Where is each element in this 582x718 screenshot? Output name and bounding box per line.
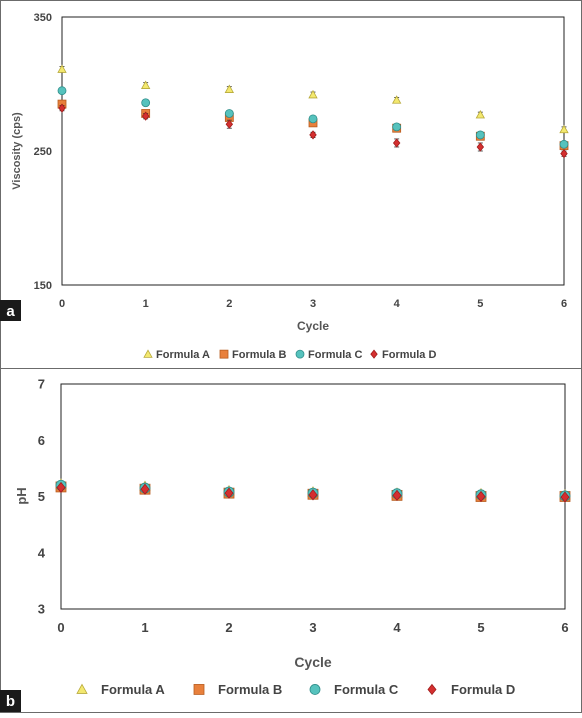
x-tick-label: 4 <box>394 298 401 310</box>
data-point-formula-c <box>141 98 151 108</box>
data-point-formula-a <box>559 124 569 134</box>
x-tick-label: 0 <box>57 620 64 635</box>
y-tick-label: 350 <box>34 12 52 24</box>
x-tick-label: 6 <box>561 620 568 635</box>
data-point-formula-a <box>57 64 67 73</box>
x-axis-label-b: Cycle <box>294 654 332 670</box>
data-point-formula-c <box>392 122 402 132</box>
legend-marker-formula-c <box>309 684 321 695</box>
data-point-formula-d <box>56 481 66 494</box>
legend-label: Formula C <box>308 349 362 361</box>
data-point-formula-d <box>308 489 318 501</box>
x-tick-label: 3 <box>309 620 316 635</box>
panel-badge-b <box>0 690 21 712</box>
x-tick-label: 6 <box>561 298 567 310</box>
data-point-formula-c <box>57 86 67 96</box>
data-point-formula-d <box>140 483 150 495</box>
legend-marker-formula-b <box>193 684 205 695</box>
legend-item-formula-d: Formula D <box>427 682 515 697</box>
x-ticks-b: 0 1 2 3 4 5 6 <box>57 620 568 635</box>
x-axis-label-a: Cycle <box>297 319 329 333</box>
y-ticks-a: 150 250 350 <box>34 12 52 292</box>
data-point-formula-c <box>559 139 569 149</box>
x-tick-label: 2 <box>226 298 232 310</box>
legend-item-formula-a: Formula A <box>143 349 210 361</box>
data-point-formula-d <box>58 103 66 113</box>
x-tick-label: 4 <box>393 620 401 635</box>
y-tick-label: 250 <box>34 146 52 158</box>
data-point-formula-d <box>560 149 568 159</box>
series-formula-a <box>57 64 569 134</box>
data-marks-b <box>55 478 571 503</box>
data-point-formula-d <box>392 138 401 148</box>
legend-a: Formula A Formula B Formula C Formula D <box>143 349 436 361</box>
data-marks-a <box>57 64 569 159</box>
y-ticks-b: 3 4 5 6 7 <box>38 377 46 617</box>
series-formula-d <box>56 481 570 503</box>
y-axis-label-a: Viscosity (cps) <box>11 112 23 190</box>
legend-item-formula-b: Formula B <box>219 349 286 361</box>
data-point-formula-d <box>560 491 570 503</box>
data-point-formula-d <box>309 130 317 140</box>
data-point-formula-d <box>476 490 486 503</box>
y-tick-label: 6 <box>38 433 45 448</box>
y-tick-label: 4 <box>38 545 46 560</box>
panel-letter-a: a <box>6 303 15 320</box>
legend-b: Formula A Formula B Formula C Formula D <box>76 682 515 697</box>
y-axis-label-b: pH <box>14 487 29 504</box>
panel-badge-a <box>0 300 21 321</box>
series-formula-d <box>58 103 568 159</box>
legend-item-formula-a: Formula A <box>76 682 165 697</box>
data-point-formula-d <box>225 119 234 129</box>
legend-label: Formula C <box>334 682 399 697</box>
data-point-formula-d <box>392 489 402 502</box>
legend-marker-formula-b <box>219 349 229 359</box>
data-point-formula-d <box>476 142 485 152</box>
series-formula-c <box>57 86 569 149</box>
legend-item-formula-b: Formula B <box>193 682 282 697</box>
legend-marker-formula-c <box>295 349 305 359</box>
data-point-formula-d <box>141 111 150 121</box>
data-point-formula-a <box>140 80 151 89</box>
data-point-formula-d <box>224 487 234 499</box>
x-tick-label: 1 <box>141 620 148 635</box>
x-tick-label: 5 <box>477 298 483 310</box>
legend-marker-formula-d <box>427 683 437 696</box>
data-point-formula-a <box>308 89 318 99</box>
y-tick-label: 3 <box>38 602 45 617</box>
data-point-formula-c <box>475 130 485 140</box>
legend-marker-formula-a <box>76 683 88 694</box>
x-tick-label: 3 <box>310 298 316 310</box>
x-tick-label: 2 <box>225 620 232 635</box>
legend-label: Formula B <box>218 682 282 697</box>
x-tick-label: 5 <box>477 620 484 635</box>
x-tick-label: 1 <box>143 298 149 310</box>
legend-label: Formula B <box>232 349 286 361</box>
legend-label: Formula D <box>382 349 436 361</box>
legend-item-formula-c: Formula C <box>295 349 362 361</box>
y-tick-label: 150 <box>34 280 52 292</box>
x-ticks-a: 0 1 2 3 4 5 6 <box>59 298 567 310</box>
legend-marker-formula-a <box>143 349 153 358</box>
data-point-formula-a <box>224 84 235 93</box>
legend-label: Formula D <box>451 682 515 697</box>
legend-item-formula-c: Formula C <box>309 682 399 697</box>
panel-letter-b: b <box>6 693 15 710</box>
y-tick-label: 5 <box>38 489 45 504</box>
legend-marker-formula-d <box>370 349 378 359</box>
data-point-formula-c <box>224 109 234 118</box>
x-tick-label: 0 <box>59 298 65 310</box>
y-tick-label: 7 <box>38 377 45 392</box>
data-point-formula-a <box>391 95 402 104</box>
legend-label: Formula A <box>101 682 165 697</box>
data-point-formula-c <box>308 114 318 124</box>
data-point-formula-a <box>475 109 486 119</box>
legend-item-formula-d: Formula D <box>370 349 436 361</box>
legend-label: Formula A <box>156 349 210 361</box>
